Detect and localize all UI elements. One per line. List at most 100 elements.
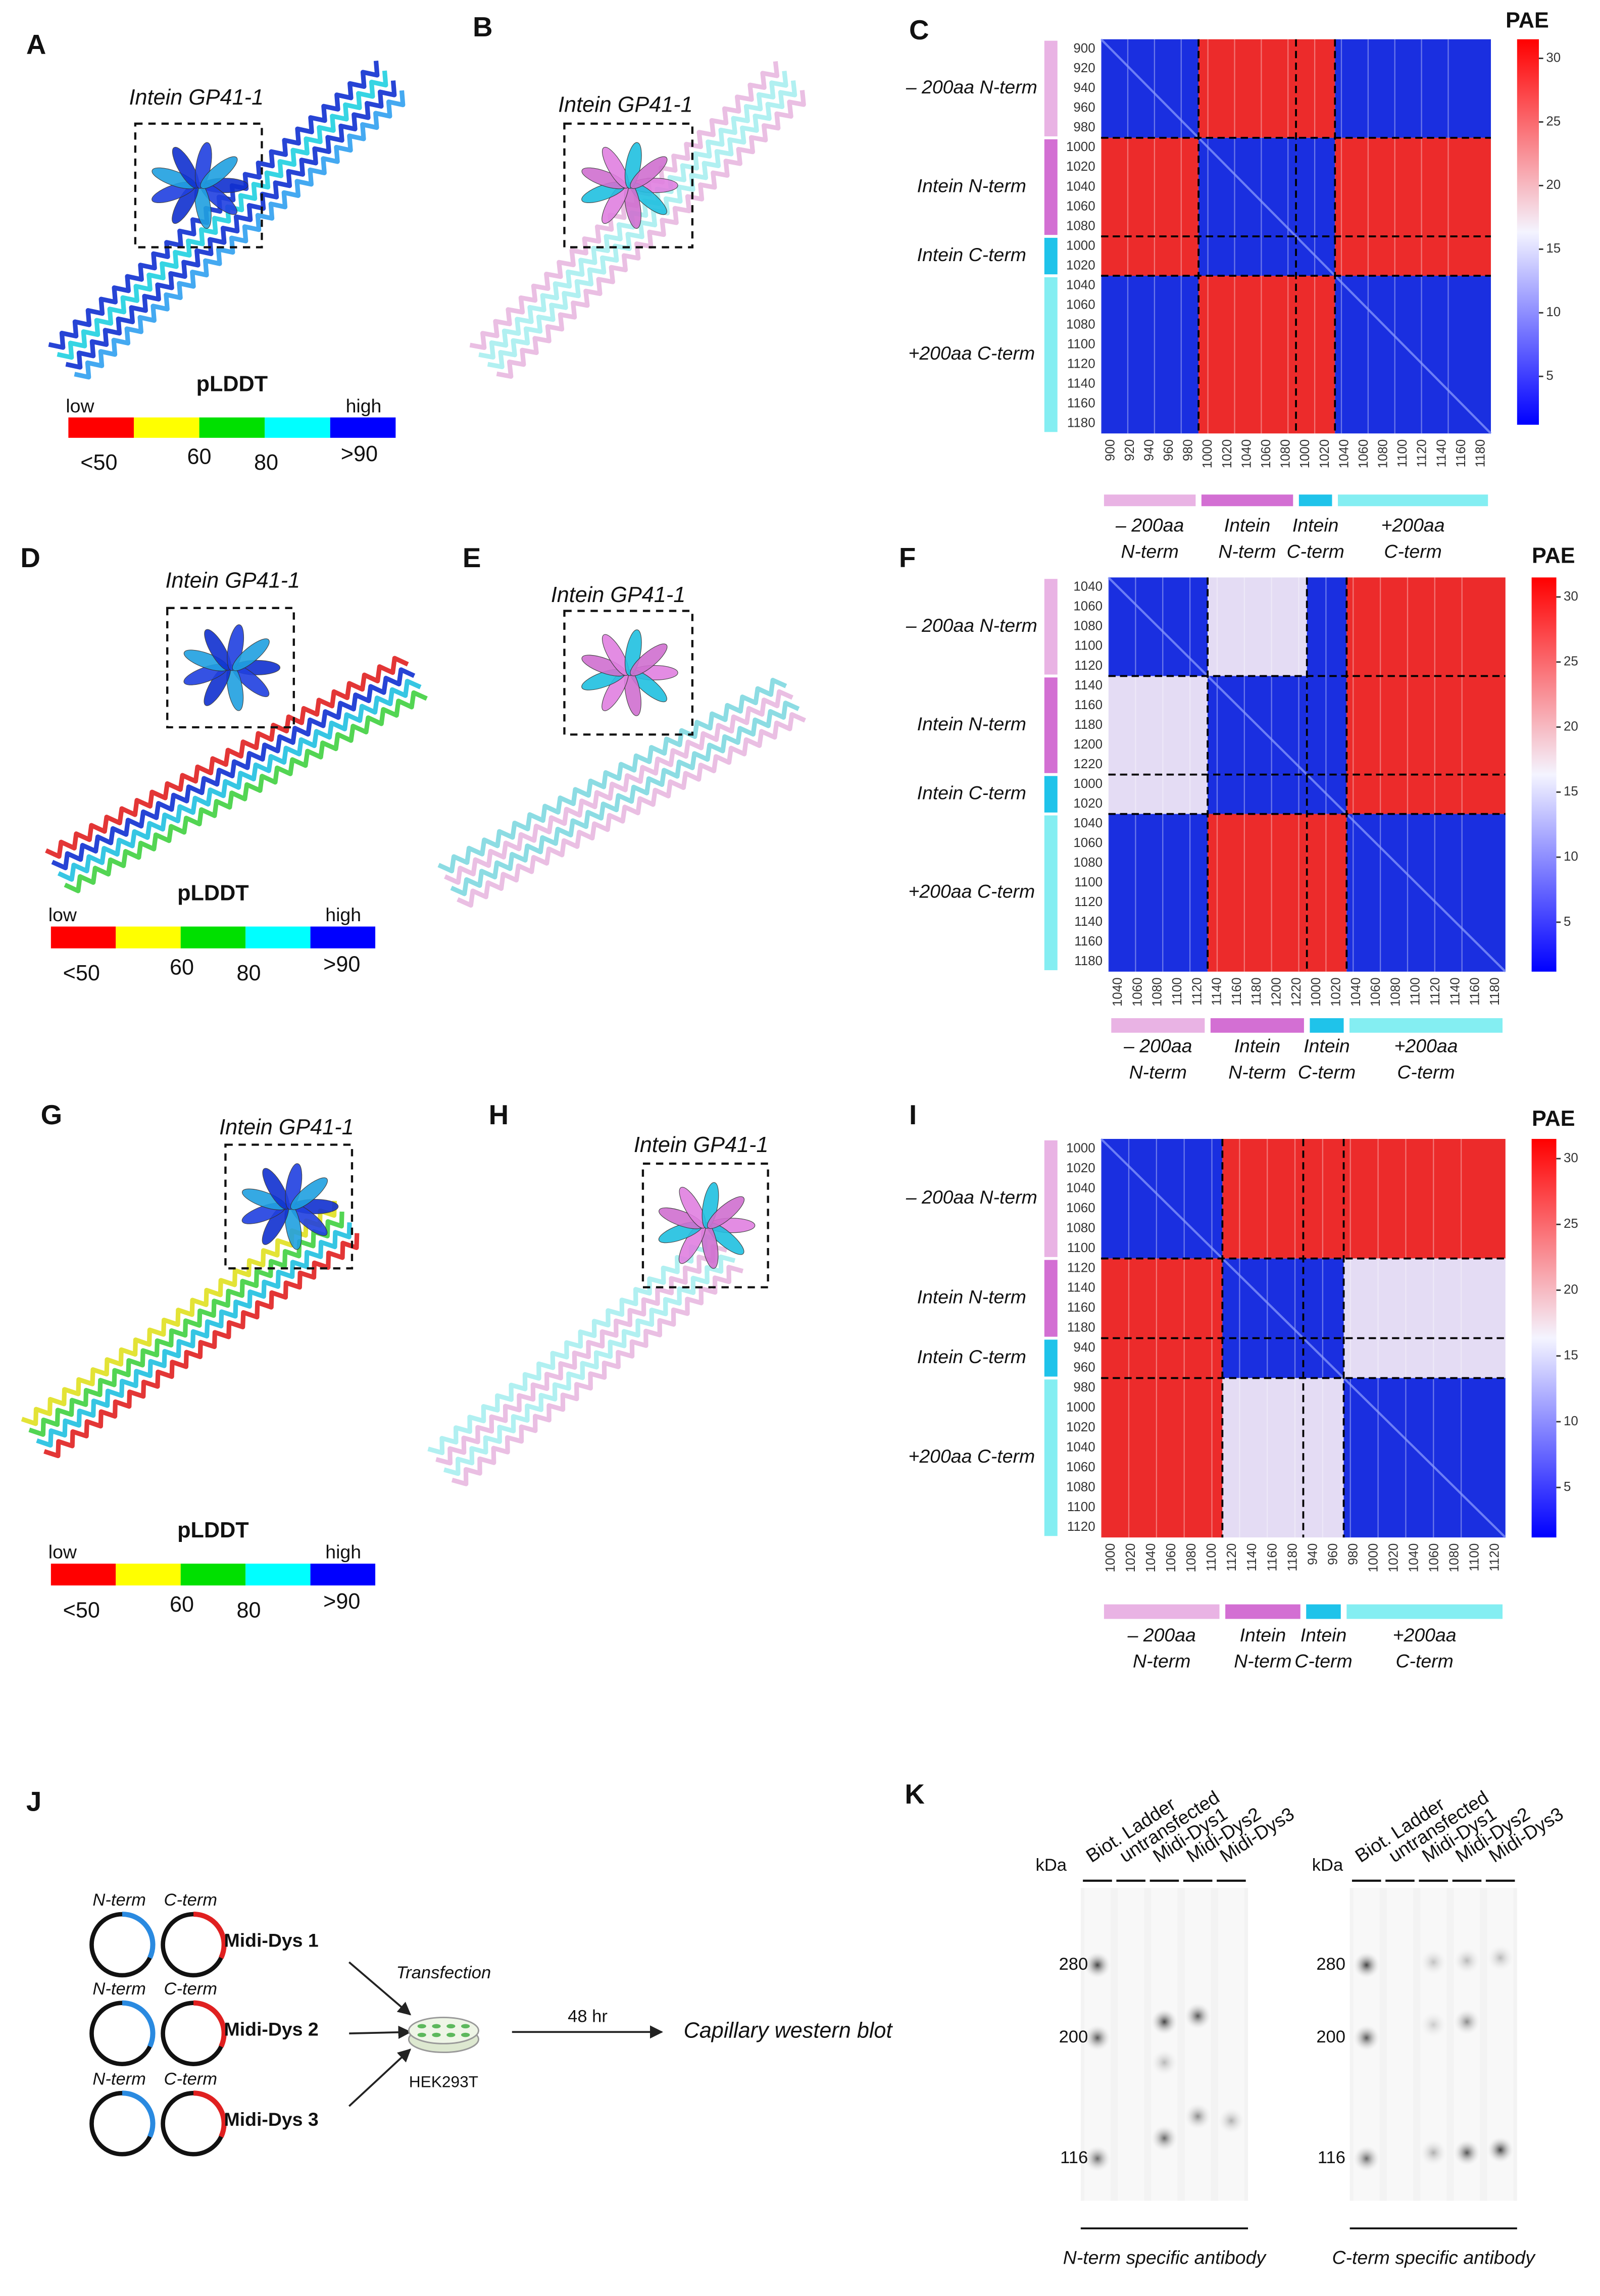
plddt-low: low [48,1541,77,1563]
capillary-lane [1218,1888,1244,2201]
pae-block [1101,137,1199,236]
time-label: 48 hr [568,2007,608,2026]
y-tick-label: 1000 [1066,1400,1095,1414]
x-tick-label: 1020 [1220,439,1234,469]
region-label: – 200aa N-term [906,1186,1037,1208]
y-tick-label: 960 [1073,1361,1095,1375]
y-tick-label: 1080 [1066,317,1095,331]
panel-letter: C [909,14,929,45]
band [1420,2139,1447,2166]
region-bar [1298,494,1332,507]
x-tick-label: 1140 [1434,439,1448,468]
region-axis-label: N-term [1218,540,1276,562]
region-strip [1044,579,1058,675]
capillary-lane [1387,1888,1413,2201]
colorbar-tick-label: 5 [1564,915,1571,929]
band [1353,2145,1380,2172]
pae-block [1335,137,1491,236]
pae-block [1303,1139,1344,1259]
panel-letter: K [905,1778,925,1810]
plasmid-label: C-term [164,1979,218,1999]
band [1420,2011,1447,2038]
y-tick-label: 1080 [1073,619,1103,633]
x-tick-label: 1000 [1104,1543,1118,1573]
panel-letter: H [489,1099,509,1130]
region-axis-label: C-term [1286,540,1344,562]
pae-block [1222,1139,1304,1259]
y-tick-label: 1140 [1074,678,1103,692]
y-tick-label: 1120 [1074,895,1103,909]
cell [432,2024,441,2029]
helix-ribbon [443,1254,736,1476]
y-tick-label: 1020 [1066,1161,1095,1175]
plddt-high: high [325,1541,361,1563]
x-tick-label: 1160 [1265,1543,1279,1572]
pae-block [1346,774,1506,814]
cell [432,2032,441,2037]
y-tick-label: 1120 [1074,659,1103,673]
region-label: Intein N-term [917,1286,1026,1308]
structure-label: Intein GP41-1 [634,1133,769,1157]
cell [461,2024,470,2029]
pae-block [1296,39,1335,138]
x-tick-label: 1100 [1205,1543,1219,1572]
pae-block [1303,1258,1344,1338]
band [1218,2108,1244,2134]
antibody-label: C-term specific antibody [1332,2247,1536,2268]
y-tick-label: 1220 [1073,757,1103,771]
x-tick-label: 940 [1142,439,1156,461]
x-tick-label: 1180 [1285,1543,1299,1572]
region-axis-label: – 200aa [1123,1035,1192,1056]
plddt-high: high [346,395,382,416]
dish-top [408,2017,479,2044]
region-label: Intein N-term [917,713,1026,734]
panel-letter: E [463,542,481,573]
plasmid-label: N-term [92,1979,146,1999]
x-tick-label: 1060 [1164,1543,1178,1573]
pae-block [1307,676,1347,775]
region-axis-label: N-term [1121,540,1178,562]
x-tick-label: 1060 [1130,977,1144,1007]
colorbar-tick-label: 25 [1546,114,1561,128]
pae-block [1108,774,1208,814]
pae-block [1101,1338,1223,1378]
y-tick-label: 1160 [1074,698,1103,712]
panel-letter: J [26,1786,41,1817]
pae-block [1101,1258,1223,1338]
x-tick-label: 1000 [1201,439,1215,469]
x-tick-label: 1080 [1447,1543,1462,1573]
region-axis-label: Intein [1304,1035,1350,1056]
plddt-tick: <50 [63,961,100,985]
plddt-scale [180,1563,246,1586]
pae-diagonal [1100,38,1492,434]
plasmid-label: N-term [92,1890,146,1910]
x-tick-label: 1140 [1448,977,1462,1006]
region-axis-label: C-term [1294,1651,1352,1672]
region-bar [1346,1604,1503,1619]
panel-letter: G [41,1099,63,1130]
region-strip [1044,1140,1058,1257]
colorbar-tick-label: 20 [1564,1282,1578,1296]
panel-letter: B [473,11,493,42]
x-tick-label: 960 [1162,439,1176,461]
plddt-scale [310,926,376,949]
helix-ribbon [487,80,797,369]
region-axis-label: Intein [1240,1624,1286,1645]
band [1353,2024,1380,2051]
x-tick-label: 1040 [1239,439,1254,469]
x-tick-label: 1160 [1230,977,1244,1006]
intein-box [224,1143,354,1270]
plddt-tick: <50 [80,451,117,475]
y-tick-label: 1000 [1066,238,1095,253]
pae-block [1346,676,1506,775]
y-tick-label: 1040 [1073,580,1103,594]
construct-name: Midi-Dys 3 [224,2109,319,2130]
region-strip [1044,1260,1058,1337]
y-tick-label: 1100 [1074,875,1103,889]
plddt-scale [116,1563,181,1586]
region-bar [1104,494,1196,507]
marker-label: 280 [1316,1955,1345,1974]
plddt-scale [133,417,199,438]
colorbar-tick-label: 25 [1564,655,1578,669]
plasmid-insert [193,2000,227,2048]
